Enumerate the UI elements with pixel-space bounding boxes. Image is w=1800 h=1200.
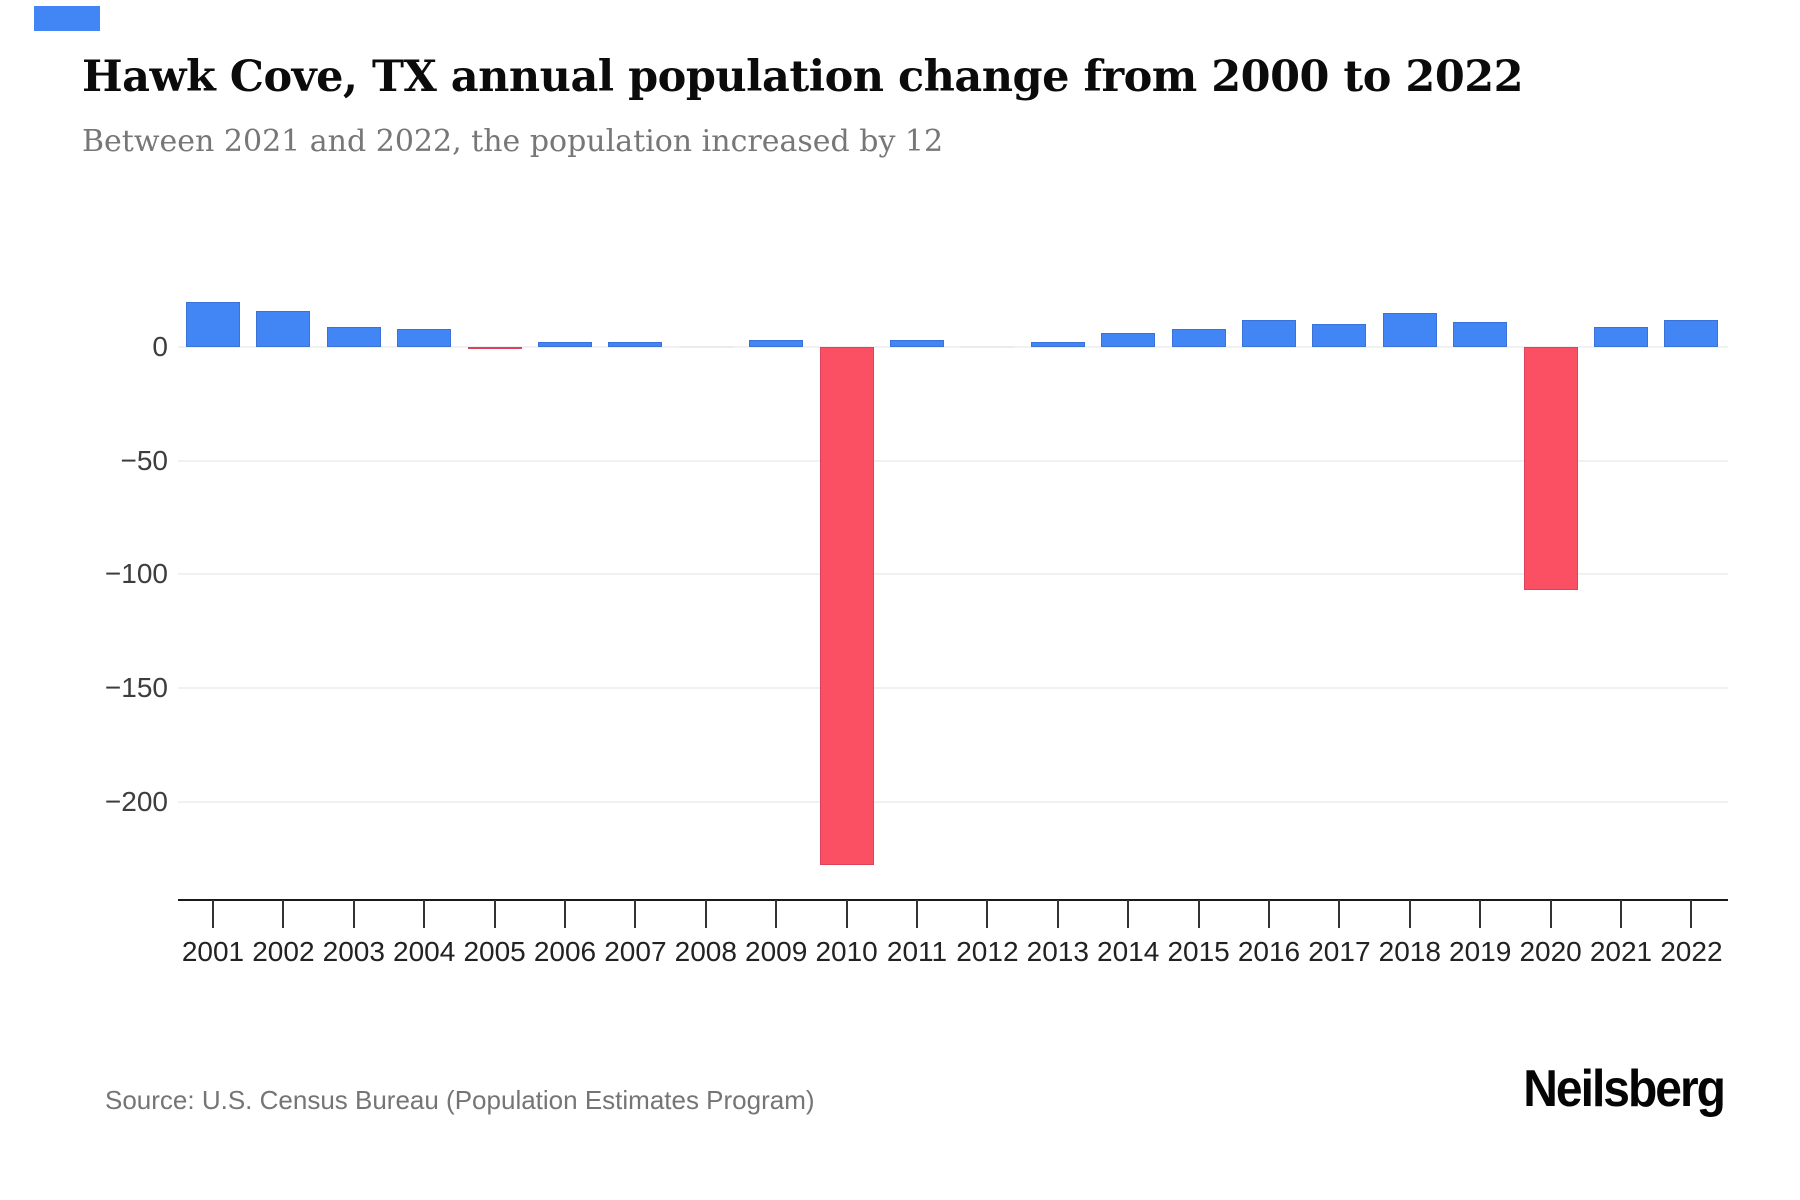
bar-2012[interactable] <box>960 346 1015 348</box>
y-axis-label-−50: −50 <box>120 444 169 476</box>
y-axis-label-0: 0 <box>152 331 168 362</box>
x-axis-label-2008: 2008 <box>674 936 737 967</box>
x-axis-label-2019: 2019 <box>1449 936 1512 967</box>
x-tick-2021 <box>1620 900 1622 928</box>
x-tick-2015 <box>1197 900 1200 928</box>
brand-corner-mark <box>34 6 100 31</box>
y-axis-label-−150: −150 <box>104 671 168 703</box>
bar-2021[interactable] <box>1594 326 1648 347</box>
x-axis-label-2013: 2013 <box>1026 936 1089 967</box>
x-axis-label-2022: 2022 <box>1660 936 1723 967</box>
x-axis-label-2006: 2006 <box>533 936 597 967</box>
bar-2009[interactable] <box>749 340 804 347</box>
gridline-−100 <box>178 573 1728 576</box>
x-tick-2007 <box>634 900 637 928</box>
x-tick-2001 <box>212 900 214 928</box>
x-axis-label-2007: 2007 <box>604 936 667 967</box>
bar-2002[interactable] <box>256 310 311 347</box>
x-tick-2003 <box>352 900 355 928</box>
gridline-−150 <box>178 686 1728 689</box>
y-axis-label-−100: −100 <box>104 558 168 590</box>
x-tick-2004 <box>423 900 426 928</box>
bar-2014[interactable] <box>1101 333 1156 347</box>
x-tick-2010 <box>845 900 848 928</box>
x-axis-label-2011: 2011 <box>886 936 948 967</box>
x-tick-2016 <box>1268 900 1270 928</box>
gridline-−200 <box>178 800 1728 803</box>
bar-2020[interactable] <box>1523 347 1578 591</box>
bar-2019[interactable] <box>1453 321 1508 347</box>
x-axis-label-2018: 2018 <box>1378 936 1441 967</box>
bar-2013[interactable] <box>1030 342 1085 347</box>
x-axis-label-2012: 2012 <box>956 936 1019 967</box>
gridline-0 <box>178 346 1728 348</box>
x-tick-2022 <box>1690 900 1693 928</box>
x-tick-2002 <box>282 900 285 928</box>
x-tick-2011 <box>916 900 918 928</box>
chart-subtitle: Between 2021 and 2022, the population in… <box>82 124 944 159</box>
brand-logo: Neilsberg <box>1523 1060 1726 1119</box>
x-tick-2017 <box>1338 900 1341 928</box>
x-axis-label-2016: 2016 <box>1237 936 1301 967</box>
x-axis-label-2009: 2009 <box>745 936 808 967</box>
bar-2018[interactable] <box>1382 312 1437 347</box>
x-axis-label-2010: 2010 <box>815 936 878 967</box>
x-axis-line <box>178 899 1728 901</box>
bar-2015[interactable] <box>1171 328 1226 347</box>
x-tick-2005 <box>493 900 496 928</box>
x-tick-2018 <box>1408 900 1411 928</box>
x-axis-label-2014: 2014 <box>1097 936 1160 967</box>
x-tick-2006 <box>564 900 566 928</box>
x-tick-2020 <box>1549 900 1552 928</box>
bar-2007[interactable] <box>608 342 663 347</box>
bar-2011[interactable] <box>890 340 944 347</box>
x-axis-label-2005: 2005 <box>463 936 526 967</box>
bar-2003[interactable] <box>326 326 381 347</box>
bar-2001[interactable] <box>186 301 240 347</box>
x-tick-2012 <box>986 900 989 928</box>
x-tick-2014 <box>1127 900 1130 928</box>
bar-2008[interactable] <box>678 346 733 348</box>
x-axis-label-2015: 2015 <box>1167 936 1230 967</box>
bar-2004[interactable] <box>397 328 452 347</box>
gridline-−50 <box>178 459 1728 462</box>
x-tick-2019 <box>1479 900 1482 928</box>
bar-2017[interactable] <box>1312 324 1367 347</box>
x-tick-2008 <box>704 900 707 928</box>
chart-title: Hawk Cove, TX annual population change f… <box>82 52 1524 102</box>
x-axis-label-2001: 2001 <box>181 936 245 967</box>
bar-2006[interactable] <box>538 342 592 347</box>
x-tick-2013 <box>1056 900 1059 928</box>
bar-2022[interactable] <box>1664 319 1719 347</box>
x-axis-label-2021: 2021 <box>1589 936 1653 967</box>
source-note: Source: U.S. Census Bureau (Population E… <box>105 1085 815 1115</box>
y-axis-label-−200: −200 <box>104 785 168 817</box>
bar-2005[interactable] <box>467 347 522 350</box>
x-axis-label-2020: 2020 <box>1519 936 1582 967</box>
x-axis-label-2004: 2004 <box>393 936 456 967</box>
x-tick-2009 <box>775 900 778 928</box>
bar-2010[interactable] <box>819 347 874 866</box>
x-axis-label-2017: 2017 <box>1308 936 1371 967</box>
bar-2016[interactable] <box>1242 319 1296 347</box>
x-axis-label-2002: 2002 <box>252 936 315 967</box>
x-axis-label-2003: 2003 <box>322 936 385 967</box>
